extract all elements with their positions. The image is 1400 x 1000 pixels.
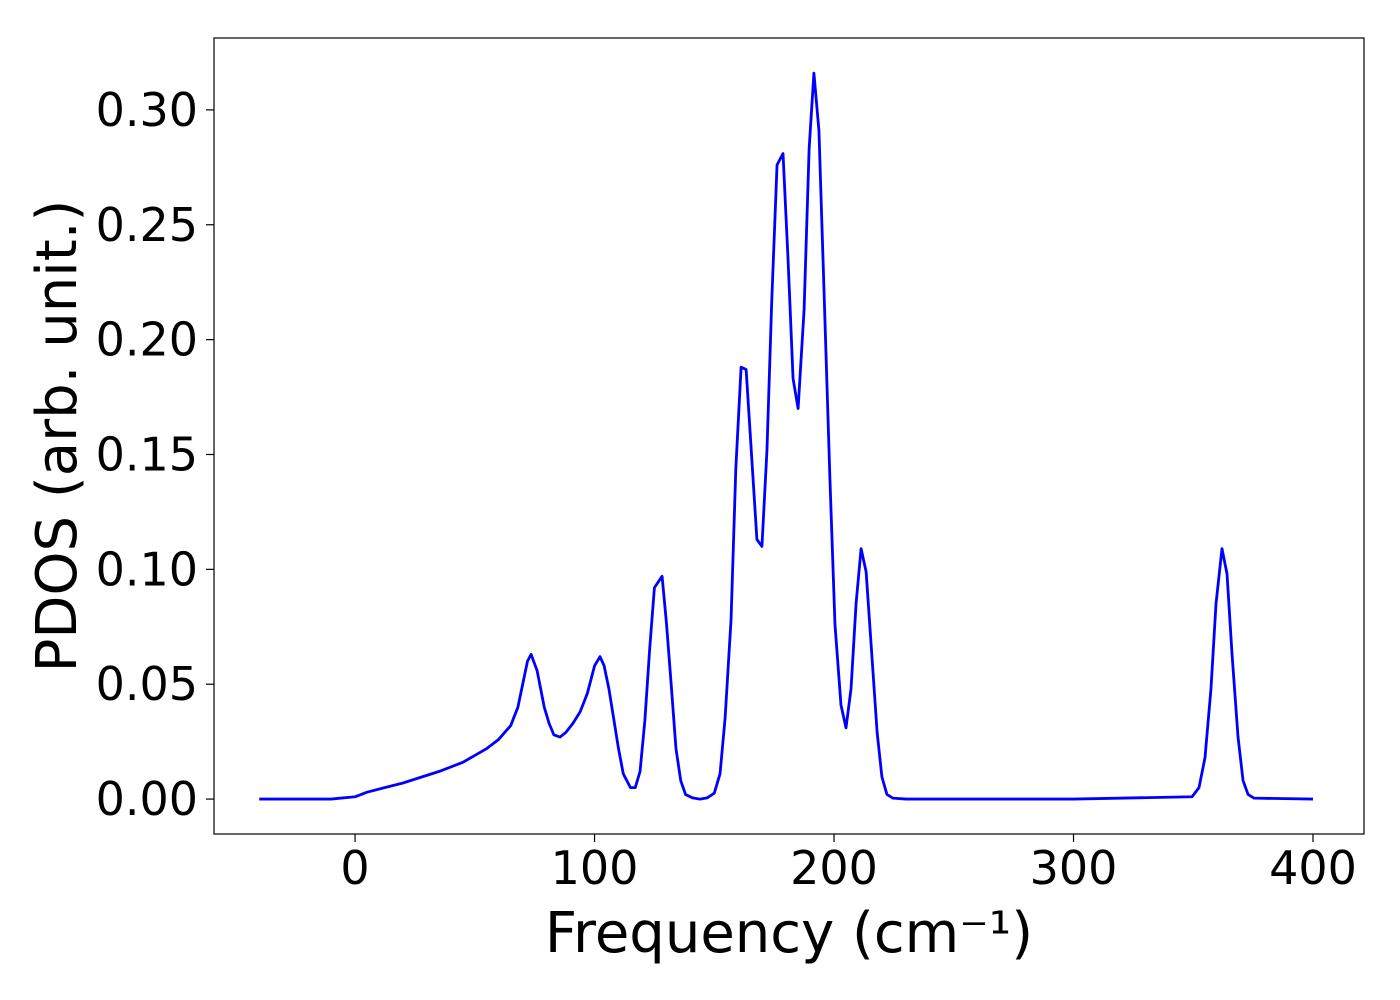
plot-frame bbox=[213, 37, 1365, 835]
pdos-line bbox=[259, 71, 1314, 801]
y-axis-label: PDOS (arb. unit.) bbox=[25, 200, 90, 673]
x-tick-label: 0 bbox=[340, 841, 369, 895]
y-tick-label: 0.20 bbox=[96, 313, 198, 367]
x-tick-label: 200 bbox=[790, 841, 878, 895]
y-tick-label: 0.25 bbox=[96, 198, 198, 252]
y-tick-label: 0.30 bbox=[96, 83, 198, 137]
x-axis-label: Frequency (cm⁻¹) bbox=[545, 901, 1033, 966]
y-tick-label: 0.10 bbox=[96, 542, 198, 596]
y-tick-label: 0.00 bbox=[96, 772, 198, 826]
x-tick-label: 300 bbox=[1030, 841, 1118, 895]
y-tick-label: 0.15 bbox=[96, 427, 198, 481]
x-tick-label: 400 bbox=[1269, 841, 1357, 895]
x-tick-label: 100 bbox=[551, 841, 639, 895]
y-tick-label: 0.05 bbox=[96, 657, 198, 711]
